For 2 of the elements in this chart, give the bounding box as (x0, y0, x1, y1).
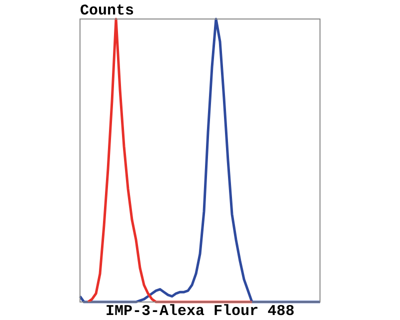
y-axis-title: Counts (80, 2, 134, 20)
x-axis-title: IMP-3-Alexa Flour 488 (105, 302, 295, 320)
